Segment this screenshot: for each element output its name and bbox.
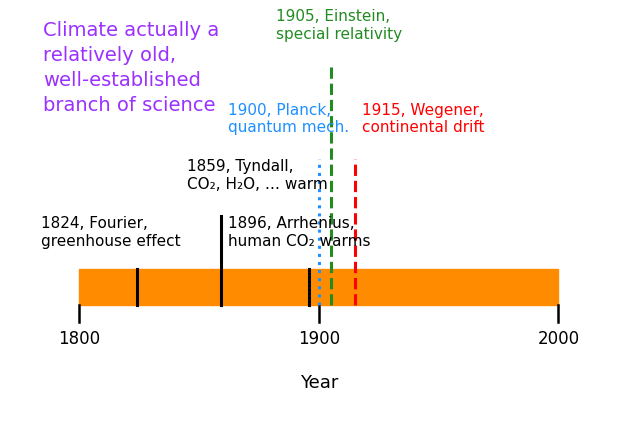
Text: 1905, Einstein,
special relativity: 1905, Einstein, special relativity <box>276 9 402 41</box>
Text: 1915, Wegener,
continental drift: 1915, Wegener, continental drift <box>362 103 484 135</box>
Text: 1900, Planck,
quantum mech.: 1900, Planck, quantum mech. <box>228 103 349 135</box>
Text: 2000: 2000 <box>538 330 579 348</box>
Text: Climate actually a
relatively old,
well-established
branch of science: Climate actually a relatively old, well-… <box>42 21 219 116</box>
Text: 1824, Fourier,
greenhouse effect: 1824, Fourier, greenhouse effect <box>41 216 181 249</box>
Bar <box>79 269 558 305</box>
Text: 1859, Tyndall,
CO₂, H₂O, … warm: 1859, Tyndall, CO₂, H₂O, … warm <box>187 159 328 192</box>
Text: 1896, Arrhenius,
human CO₂ warms: 1896, Arrhenius, human CO₂ warms <box>228 216 370 249</box>
Text: 1800: 1800 <box>58 330 100 348</box>
Text: Year: Year <box>299 374 338 392</box>
Text: 1900: 1900 <box>298 330 340 348</box>
